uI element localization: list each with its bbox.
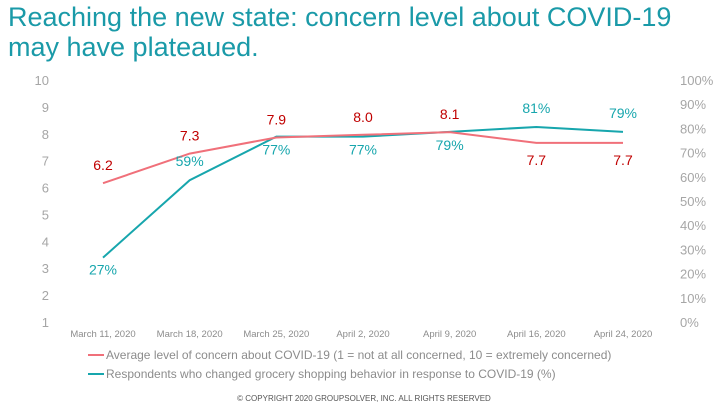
data-labels: 6.2 7.3 7.9 8.0 8.1 7.7 7.7 27% 59% 77% 77% 79% 81% 7… — [89, 100, 637, 278]
legend: Average level of concern about COVID-19 … — [88, 348, 611, 381]
right-tick-label: 70% — [680, 146, 706, 161]
left-tick-label: 6 — [42, 181, 49, 196]
right-tick-label: 100% — [680, 73, 714, 88]
data-label-grocery: 79% — [609, 105, 637, 121]
x-axis-ticks: March 11, 2020 March 18, 2020 March 25, 20… — [70, 329, 652, 340]
data-label-grocery: 81% — [522, 100, 550, 116]
left-tick-label: 8 — [42, 127, 49, 142]
right-tick-label: 10% — [680, 291, 706, 306]
left-tick-label: 2 — [42, 288, 49, 303]
right-tick-label: 0% — [680, 315, 699, 330]
copyright-notice: © COPYRIGHT 2020 GROUPSOLVER, INC. ALL R… — [237, 394, 491, 403]
right-tick-label: 90% — [680, 97, 706, 112]
left-tick-label: 9 — [42, 100, 49, 115]
legend-label-concern: Average level of concern about COVID-19 … — [106, 348, 611, 362]
data-label-concern: 7.7 — [527, 152, 547, 168]
right-tick-label: 60% — [680, 170, 706, 185]
data-label-concern: 6.2 — [93, 157, 113, 173]
data-label-concern: 7.7 — [613, 152, 633, 168]
x-tick-label: April 2, 2020 — [336, 329, 389, 340]
data-label-grocery: 77% — [262, 142, 290, 158]
left-tick-label: 4 — [42, 234, 49, 249]
right-tick-label: 50% — [680, 194, 706, 209]
right-tick-label: 80% — [680, 121, 706, 136]
right-tick-label: 20% — [680, 267, 706, 282]
x-tick-label: April 24, 2020 — [594, 329, 653, 340]
x-tick-label: March 18, 2020 — [157, 329, 223, 340]
left-tick-label: 10 — [35, 73, 49, 88]
x-tick-label: March 25, 2020 — [243, 329, 309, 340]
left-axis-ticks: 1 2 3 4 5 6 7 8 9 10 — [35, 73, 49, 330]
left-tick-label: 3 — [42, 261, 49, 276]
left-tick-label: 7 — [42, 154, 49, 169]
left-tick-label: 5 — [42, 207, 49, 222]
x-tick-label: April 9, 2020 — [423, 329, 476, 340]
data-label-concern: 8.0 — [353, 109, 373, 125]
right-tick-label: 30% — [680, 242, 706, 257]
series-line-grocery — [102, 125, 624, 259]
data-label-grocery: 27% — [89, 262, 117, 278]
chart-title: Reaching the new state: concern level ab… — [8, 2, 672, 62]
data-label-concern: 7.3 — [180, 128, 200, 144]
series-lines — [102, 125, 624, 259]
legend-label-grocery: Respondents who changed grocery shopping… — [106, 367, 556, 381]
data-label-concern: 7.9 — [267, 111, 287, 127]
x-tick-label: March 11, 2020 — [70, 329, 135, 340]
left-tick-label: 1 — [42, 315, 49, 330]
data-label-concern: 8.1 — [440, 106, 460, 122]
right-axis-ticks: 0% 10% 20% 30% 40% 50% 60% 70% 80% 90% 100% — [680, 73, 714, 330]
x-tick-label: April 16, 2020 — [507, 329, 566, 340]
data-label-grocery: 59% — [176, 153, 204, 169]
right-tick-label: 40% — [680, 218, 706, 233]
series-line-concern — [102, 131, 623, 185]
data-label-grocery: 77% — [349, 142, 377, 158]
data-label-grocery: 79% — [436, 137, 464, 153]
